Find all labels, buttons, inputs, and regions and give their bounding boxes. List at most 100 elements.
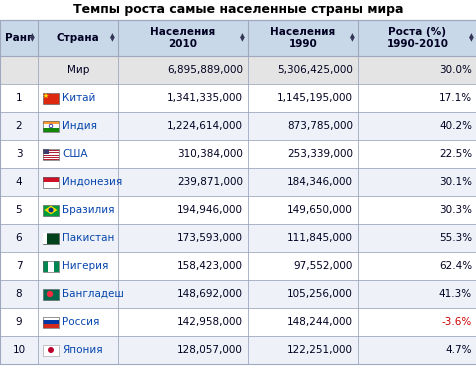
Text: Населения
2010: Населения 2010: [150, 27, 215, 49]
Text: 122,251,000: 122,251,000: [287, 345, 352, 355]
Text: 30.0%: 30.0%: [438, 65, 471, 75]
Bar: [43, 121, 59, 131]
Text: Россия: Россия: [62, 317, 99, 327]
Text: 148,244,000: 148,244,000: [287, 317, 352, 327]
Bar: [43, 289, 59, 299]
Text: 148,692,000: 148,692,000: [177, 289, 242, 299]
Text: 41.3%: 41.3%: [438, 289, 471, 299]
Bar: [43, 157, 59, 158]
Bar: [43, 128, 59, 131]
Text: 142,958,000: 142,958,000: [177, 317, 242, 327]
Text: 253,339,000: 253,339,000: [287, 149, 352, 159]
Text: -3.6%: -3.6%: [441, 317, 471, 327]
Bar: [54, 260, 59, 272]
Bar: [43, 152, 59, 153]
Bar: [0, 308, 476, 336]
Text: 2: 2: [16, 121, 22, 131]
Text: 1,341,335,000: 1,341,335,000: [167, 93, 242, 103]
Text: 97,552,000: 97,552,000: [293, 261, 352, 271]
Bar: [43, 205, 59, 215]
Text: 5: 5: [16, 205, 22, 215]
Bar: [43, 93, 59, 103]
Bar: [43, 149, 59, 150]
Bar: [43, 151, 59, 152]
Bar: [43, 344, 59, 356]
Text: 111,845,000: 111,845,000: [287, 233, 352, 243]
Text: 158,423,000: 158,423,000: [177, 261, 242, 271]
Text: ▲
▼: ▲ ▼: [30, 33, 34, 43]
Text: 10: 10: [12, 345, 26, 355]
Bar: [0, 56, 476, 84]
Circle shape: [48, 347, 54, 353]
Text: 173,593,000: 173,593,000: [177, 233, 242, 243]
Text: 239,871,000: 239,871,000: [177, 177, 242, 187]
Bar: [0, 196, 476, 224]
Bar: [0, 84, 476, 112]
Text: Мир: Мир: [67, 65, 89, 75]
Text: 8: 8: [16, 289, 22, 299]
Text: Населения
1990: Населения 1990: [270, 27, 335, 49]
Text: 3: 3: [16, 149, 22, 159]
Polygon shape: [44, 206, 58, 214]
Text: 62.4%: 62.4%: [438, 261, 471, 271]
Text: 105,256,000: 105,256,000: [287, 289, 352, 299]
Text: Страна: Страна: [57, 33, 99, 43]
Bar: [43, 153, 59, 154]
Circle shape: [49, 208, 53, 212]
Text: 4.7%: 4.7%: [445, 345, 471, 355]
Text: Темпы роста самые населенные страны мира: Темпы роста самые населенные страны мира: [73, 3, 403, 16]
Text: Индонезия: Индонезия: [62, 177, 122, 187]
Bar: [43, 148, 50, 154]
Bar: [43, 124, 59, 128]
Circle shape: [47, 291, 53, 297]
Bar: [43, 176, 59, 187]
Text: 55.3%: 55.3%: [438, 233, 471, 243]
Bar: [43, 324, 59, 327]
Bar: [43, 260, 59, 272]
Bar: [0, 252, 476, 280]
Text: США: США: [62, 149, 87, 159]
Text: 873,785,000: 873,785,000: [287, 121, 352, 131]
Text: ▲
▼: ▲ ▼: [467, 33, 472, 43]
Text: 30.1%: 30.1%: [438, 177, 471, 187]
Bar: [43, 320, 59, 324]
Text: Бангладеш: Бангладеш: [62, 289, 124, 299]
Bar: [0, 336, 476, 364]
Bar: [48, 260, 54, 272]
Text: Пакистан: Пакистан: [62, 233, 114, 243]
Bar: [0, 112, 476, 140]
Text: 149,650,000: 149,650,000: [287, 205, 352, 215]
Bar: [43, 232, 59, 244]
Text: 17.1%: 17.1%: [438, 93, 471, 103]
Text: 194,946,000: 194,946,000: [177, 205, 242, 215]
Text: Япония: Япония: [62, 345, 102, 355]
Bar: [43, 317, 59, 320]
Text: 1,145,195,000: 1,145,195,000: [277, 93, 352, 103]
Bar: [43, 156, 59, 157]
Text: Китай: Китай: [62, 93, 95, 103]
Text: Ранг: Ранг: [5, 33, 33, 43]
Text: Бразилия: Бразилия: [62, 205, 114, 215]
Text: ▲
▼: ▲ ▼: [239, 33, 244, 43]
Text: 1,224,614,000: 1,224,614,000: [167, 121, 242, 131]
Bar: [0, 280, 476, 308]
Text: 6: 6: [16, 233, 22, 243]
Text: Нигерия: Нигерия: [62, 261, 108, 271]
Bar: [43, 121, 59, 124]
Text: Индия: Индия: [62, 121, 97, 131]
Bar: [43, 176, 59, 182]
Bar: [43, 260, 48, 272]
Text: 184,346,000: 184,346,000: [287, 177, 352, 187]
Bar: [43, 158, 59, 160]
Bar: [43, 150, 59, 151]
Bar: [43, 154, 59, 155]
Text: 128,057,000: 128,057,000: [177, 345, 242, 355]
Bar: [0, 224, 476, 252]
Text: 30.3%: 30.3%: [438, 205, 471, 215]
Bar: [43, 148, 59, 160]
Bar: [43, 232, 47, 244]
Text: 5,306,425,000: 5,306,425,000: [277, 65, 352, 75]
Text: ▲
▼: ▲ ▼: [109, 33, 114, 43]
Text: 40.2%: 40.2%: [438, 121, 471, 131]
Bar: [0, 20, 476, 56]
